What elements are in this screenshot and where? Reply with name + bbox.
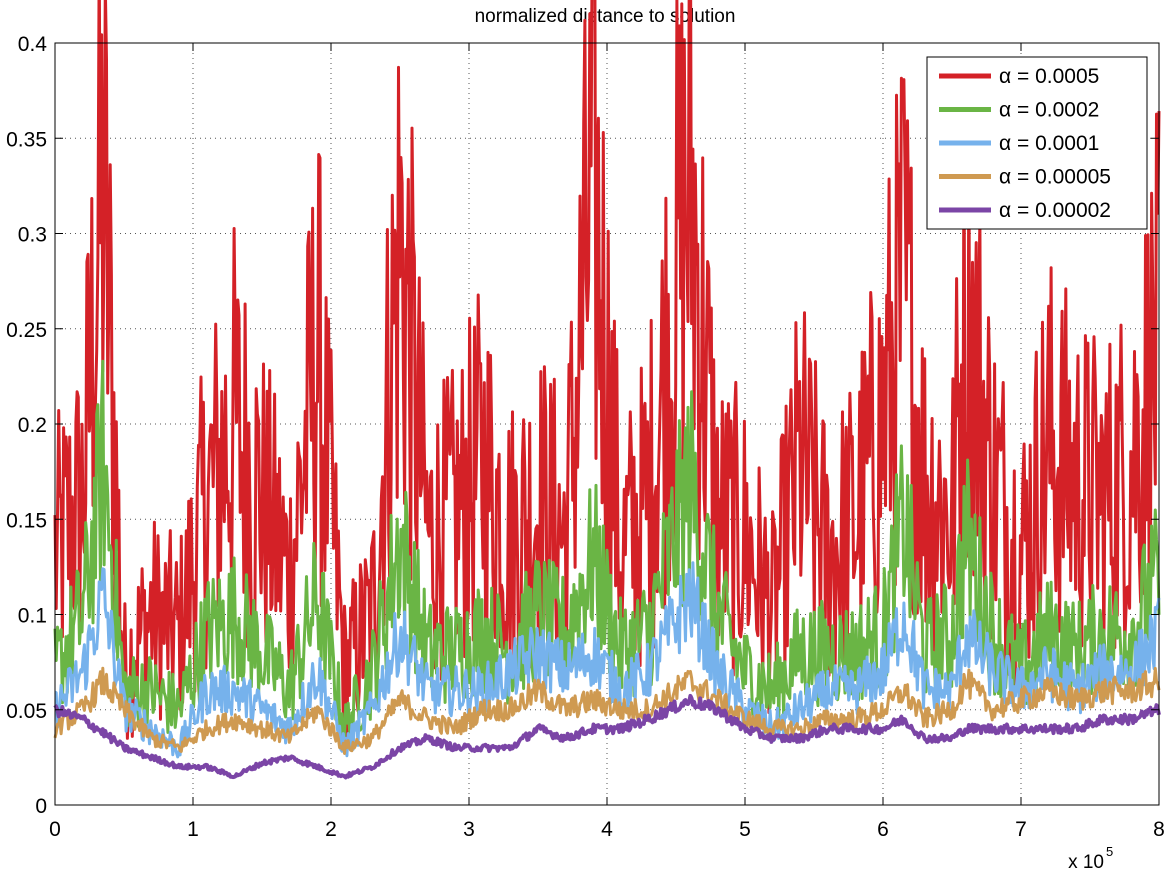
y-tick-label: 0.4 (18, 33, 48, 56)
y-tick-label: 0.2 (18, 414, 47, 437)
x-tick-label: 2 (325, 818, 337, 841)
x-tick-label: 7 (1015, 818, 1027, 841)
y-tick-label: 0.1 (18, 605, 47, 628)
x-tick-label: 6 (877, 818, 889, 841)
x-multiplier-label: x 10 (1068, 852, 1104, 873)
x-tick-label: 8 (1153, 818, 1165, 841)
x-tick-label: 1 (187, 818, 199, 841)
legend-label: α = 0.0002 (999, 99, 1099, 122)
y-tick-label: 0.3 (18, 224, 47, 247)
series-lines (53, 0, 1161, 780)
series-line (53, 0, 1161, 741)
x-tick-label: 0 (49, 818, 61, 841)
series-line (53, 693, 1161, 780)
axis-ticks: 0 1 2 3 4 5 6 7 8 0 0.05 0.1 0.15 0.2 0.25 0.3 0.35 0.4 (6, 33, 1165, 841)
series-line (53, 666, 1161, 755)
y-tick-label: 0.35 (6, 128, 47, 151)
legend: α = 0.0005 α = 0.0002 α = 0.0001 α = 0.0000… (926, 56, 1148, 230)
y-tick-label: 0 (35, 795, 47, 818)
x-tick-label: 4 (601, 818, 613, 841)
y-tick-label: 0.05 (6, 700, 47, 723)
x-multiplier-exponent: 5 (1106, 844, 1113, 859)
chart-title: normalized distance to solution (475, 6, 736, 27)
legend-label: α = 0.00002 (999, 199, 1111, 222)
legend-label: α = 0.0001 (999, 132, 1099, 155)
x-tick-label: 3 (463, 818, 475, 841)
legend-label: α = 0.0005 (999, 65, 1099, 88)
series-line (53, 359, 1161, 748)
legend-label: α = 0.00005 (999, 166, 1111, 189)
y-tick-label: 0.25 (6, 319, 47, 342)
y-tick-label: 0.15 (6, 509, 47, 532)
x-tick-label: 5 (739, 818, 751, 841)
series-line (54, 561, 1161, 759)
